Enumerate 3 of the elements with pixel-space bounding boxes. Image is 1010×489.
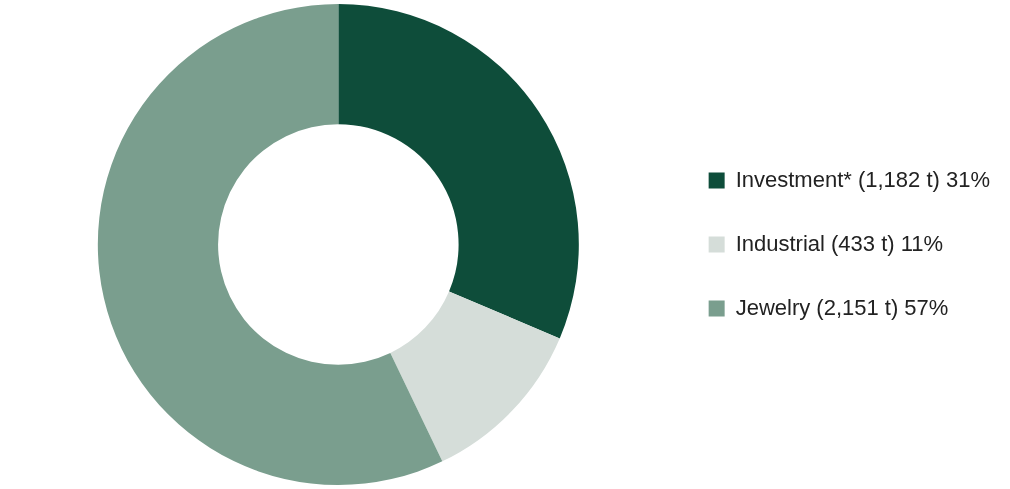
legend-label: Investment* (1,182 t) 31% [735, 166, 991, 192]
legend-label: Industrial (433 t) 11% [735, 230, 944, 256]
legend-label: Jewelry (2,151 t) 57% [735, 294, 949, 320]
